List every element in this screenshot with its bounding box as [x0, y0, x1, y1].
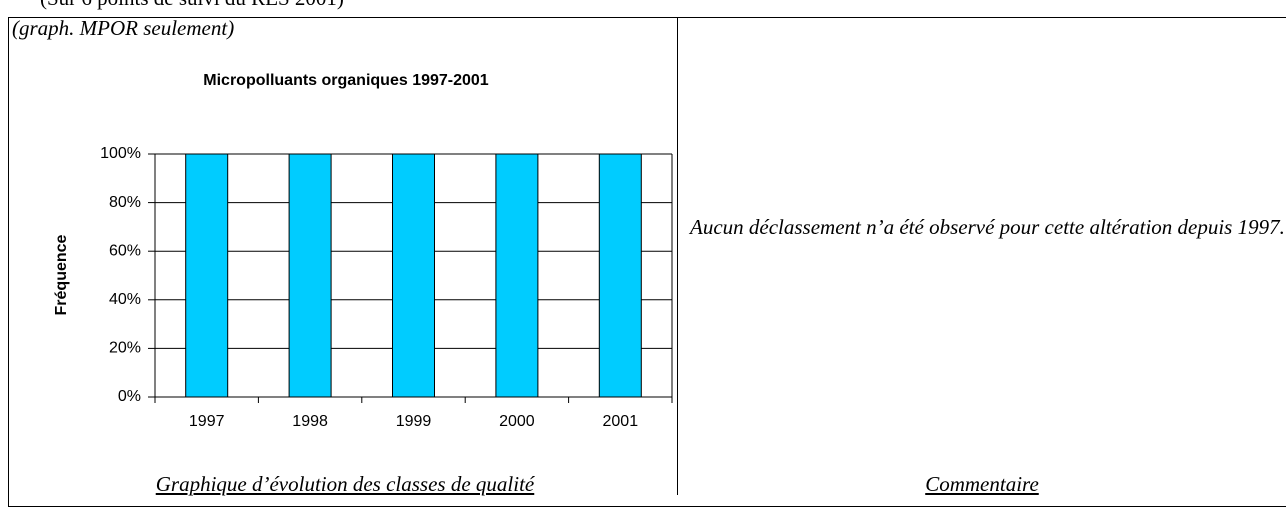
- comment-caption: Commentaire: [925, 472, 1039, 496]
- subtitle: (Sur 6 points de suivi du RES 2001): [40, 0, 344, 11]
- y-tick-label: 40%: [109, 291, 141, 308]
- y-tick-label: 20%: [109, 340, 141, 357]
- y-tick-label: 100%: [100, 145, 141, 162]
- page: (Sur 6 points de suivi du RES 2001) (gra…: [8, 0, 1286, 507]
- y-axis-label: Fréquence: [53, 234, 70, 315]
- x-tick-label: 2001: [603, 413, 639, 430]
- cell-divider: [677, 17, 678, 495]
- bar: [392, 153, 435, 398]
- bar: [598, 153, 642, 398]
- x-tick-label: 2000: [499, 413, 535, 430]
- chart-title: Micropolluants organiques 1997-2001: [203, 72, 489, 89]
- bar: [495, 153, 539, 398]
- bar: [288, 153, 332, 398]
- x-tick-label: 1999: [396, 413, 432, 430]
- y-tick-label: 80%: [109, 194, 141, 211]
- chart-caption: Graphique d’évolution des classes de qua…: [155, 472, 535, 496]
- y-tick-label: 0%: [118, 388, 141, 405]
- x-tick-label: 1998: [292, 413, 328, 430]
- x-tick-label: 1997: [189, 413, 225, 430]
- y-tick-label: 60%: [109, 242, 141, 259]
- comment: Aucun déclassement n’a été observé pour …: [690, 215, 1285, 239]
- note: (graph. MPOR seulement): [12, 16, 235, 40]
- chart: Micropolluants organiques 1997-2001 Fréq…: [53, 72, 673, 430]
- bar: [185, 153, 229, 398]
